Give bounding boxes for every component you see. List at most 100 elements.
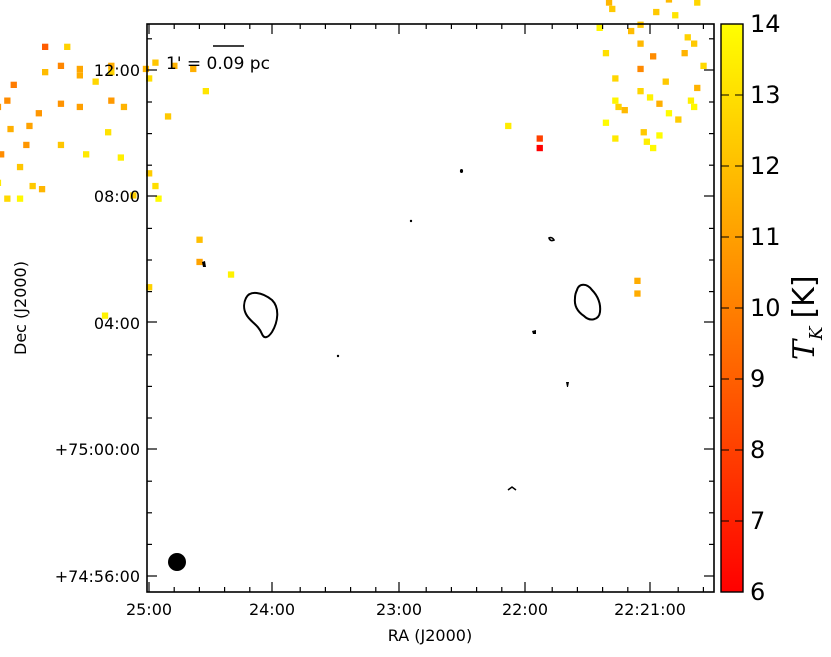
- tk-pixel: [662, 78, 669, 85]
- contour-speck: [202, 261, 206, 267]
- tk-pixel: [612, 75, 619, 82]
- tk-pixel: [117, 154, 124, 161]
- tk-pixel: [612, 135, 619, 142]
- tk-pixel: [694, 84, 701, 92]
- tk-pixel: [0, 103, 2, 111]
- tk-pixel: [108, 69, 115, 76]
- tk-pixel: [634, 277, 641, 284]
- tk-pixel: [155, 195, 162, 202]
- tk-pixel: [665, 110, 673, 117]
- tk-pixel: [7, 125, 14, 133]
- tk-pixel: [505, 122, 512, 130]
- tk-pixel: [76, 103, 83, 111]
- tk-pixel: [628, 27, 635, 35]
- tk-pixel-layer: [0, 0, 707, 319]
- tk-pixel: [634, 290, 641, 297]
- axis-ticks: [147, 24, 714, 592]
- tk-pixel: [536, 135, 543, 142]
- tk-pixel: [609, 5, 616, 13]
- tk-pixel: [196, 258, 203, 266]
- tk-pixel: [152, 59, 159, 66]
- tk-pixel: [640, 129, 647, 136]
- x-axis-label: RA (J2000): [388, 626, 472, 645]
- tk-pixel: [108, 62, 115, 69]
- tk-pixel: [643, 138, 650, 145]
- tk-pixel: [691, 103, 698, 111]
- y-axis-label: Dec (J2000): [11, 261, 30, 355]
- x-tick-label: 24:00: [249, 600, 295, 619]
- tk-pixel: [602, 119, 610, 126]
- tk-pixel: [164, 113, 172, 120]
- contour-speck: [336, 354, 340, 358]
- tk-pixel: [146, 170, 153, 177]
- contour-speck: [548, 236, 556, 242]
- tk-pixel: [4, 97, 11, 104]
- tk-pixel: [57, 62, 65, 69]
- contour-speck: [566, 382, 569, 387]
- tk-pixel: [656, 100, 663, 107]
- tk-pixel: [92, 78, 99, 85]
- tk-pixel: [687, 97, 695, 104]
- tk-pixel: [675, 116, 682, 123]
- tk-pixel: [16, 195, 24, 202]
- colorbar-tick-label: 12: [750, 152, 781, 180]
- tk-pixel: [146, 284, 153, 291]
- contour-east-clump: [243, 292, 279, 339]
- tk-pixel: [637, 40, 644, 47]
- colorbar-tick-label: 13: [750, 81, 781, 109]
- tk-pixel: [637, 65, 644, 73]
- tk-pixel: [536, 144, 543, 152]
- tk-pixel: [57, 100, 65, 107]
- tk-pixel: [650, 53, 657, 60]
- tk-pixel: [29, 182, 36, 190]
- tk-pixel: [700, 62, 707, 69]
- tk-pixel: [64, 43, 71, 50]
- x-tick-label: 22:21:00: [614, 600, 686, 619]
- colorbar-tick-label: 11: [750, 223, 781, 251]
- contour-speck: [409, 219, 413, 223]
- tk-pixel: [596, 24, 603, 31]
- colorbar: 6 7 8 9 10 11 12 13 14 TK[K]: [720, 10, 827, 606]
- tk-pixel: [612, 97, 619, 104]
- tk-pixel: [0, 179, 2, 186]
- tk-pixel: [621, 107, 628, 114]
- y-tick-label: +74:56:00: [55, 567, 140, 586]
- tk-pixel: [42, 69, 49, 76]
- x-tick-label: 23:00: [376, 600, 422, 619]
- tk-pixel: [190, 65, 197, 73]
- tk-pixel: [646, 94, 654, 101]
- tk-pixel: [10, 81, 17, 88]
- colorbar-tick-label: 6: [750, 578, 765, 606]
- tk-pixel: [152, 182, 159, 190]
- tk-pixel: [665, 0, 673, 3]
- tk-pixel: [227, 271, 235, 278]
- tk-pixel: [691, 40, 698, 47]
- tk-pixel: [16, 163, 24, 171]
- x-tick-label: 22:00: [502, 600, 548, 619]
- y-tick-label: +75:00:00: [55, 440, 140, 459]
- y-tick-label: 12:00: [94, 61, 140, 80]
- tk-pixel: [35, 110, 42, 117]
- tk-pixel: [4, 195, 11, 202]
- tk-pixel: [656, 132, 663, 139]
- contour-speck: [507, 486, 517, 491]
- tk-pixel: [196, 236, 203, 243]
- scale-bar-label: 1' = 0.09 pc: [166, 54, 270, 74]
- tk-pixel: [108, 97, 115, 104]
- y-tick-label: 04:00: [94, 314, 140, 333]
- tk-pixel: [23, 141, 30, 149]
- colorbar-tick-label: 14: [750, 10, 781, 38]
- tk-pixel: [26, 122, 33, 130]
- tk-pixel: [653, 8, 660, 16]
- tk-pixel: [684, 34, 691, 41]
- plot-area: 1' = 0.09 pc: [0, 0, 715, 593]
- colorbar-tick-label: 7: [750, 507, 765, 535]
- tk-pixel: [681, 50, 688, 57]
- plot-frame: [146, 23, 715, 593]
- tk-pixel: [694, 0, 701, 6]
- contour-speck: [459, 169, 464, 173]
- tk-pixel: [202, 88, 209, 95]
- y-tick-label: 08:00: [94, 187, 140, 206]
- tk-pixel: [76, 65, 83, 73]
